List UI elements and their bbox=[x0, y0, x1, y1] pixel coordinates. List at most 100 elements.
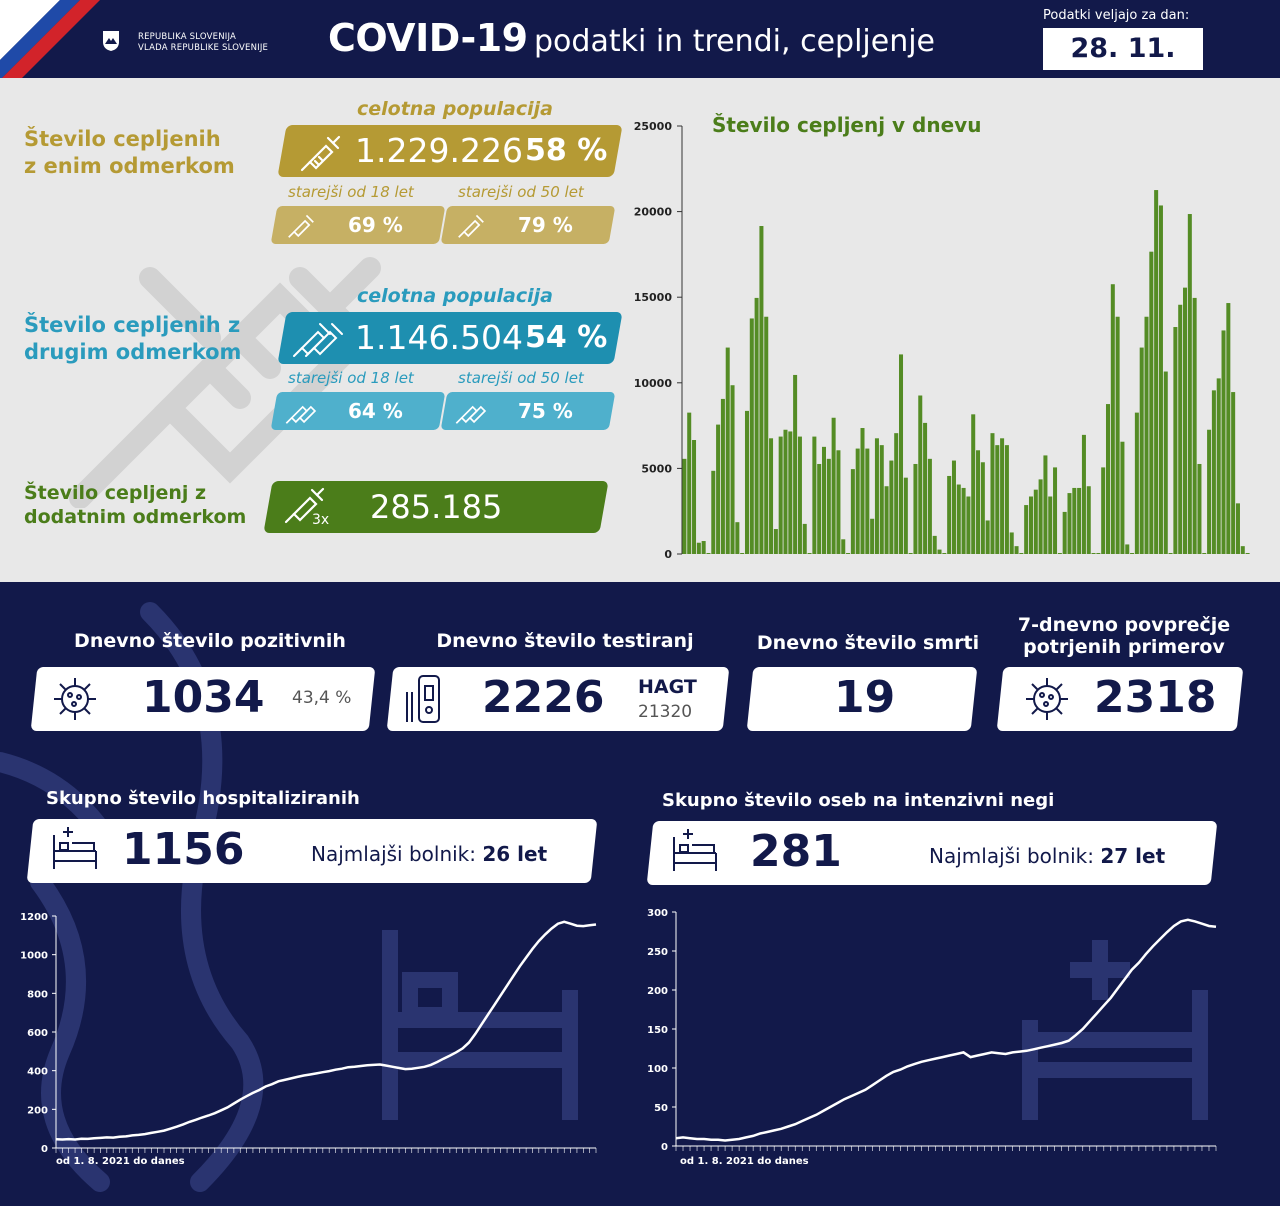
booster-dose-tag: 3x bbox=[312, 512, 330, 528]
y-tick-label: 600 bbox=[27, 1028, 48, 1039]
second-dose-label-l2: drugim odmerkom bbox=[24, 340, 242, 364]
bar bbox=[1067, 493, 1072, 554]
bar bbox=[687, 412, 692, 554]
page-subtitle: podatki in trendi, cepljenje bbox=[534, 24, 936, 59]
bar bbox=[860, 428, 865, 554]
second-age50-label: starejši od 50 let bbox=[458, 369, 584, 387]
bar bbox=[812, 436, 817, 554]
bar bbox=[1086, 486, 1091, 554]
second-dose-label: Število cepljenih z drugim odmerkom bbox=[24, 312, 241, 366]
bar bbox=[1019, 553, 1024, 554]
bar bbox=[1202, 553, 1207, 554]
y-tick-label: 10000 bbox=[634, 377, 673, 390]
second-dose-pct: 54 % bbox=[525, 320, 608, 355]
virus-icon bbox=[54, 678, 96, 720]
bar bbox=[1101, 467, 1106, 554]
second-age18-label: starejši od 18 let bbox=[288, 369, 414, 387]
second-age18-value: 64 % bbox=[348, 399, 403, 423]
bar bbox=[1072, 487, 1077, 554]
bar bbox=[1183, 287, 1188, 554]
first-age50-value: 79 % bbox=[518, 213, 573, 237]
bar bbox=[1134, 412, 1139, 554]
bar bbox=[706, 553, 711, 554]
bar bbox=[1158, 205, 1163, 554]
bar bbox=[744, 410, 749, 554]
avg7-title-l1: 7-dnevno povprečje bbox=[1017, 614, 1231, 636]
bar bbox=[692, 440, 697, 554]
bar bbox=[1000, 438, 1005, 554]
hospital-bed-icon bbox=[673, 829, 717, 871]
bar bbox=[980, 462, 985, 554]
first-age50-label: starejši od 50 let bbox=[458, 183, 584, 201]
bar bbox=[1043, 455, 1048, 554]
deaths-value: 19 bbox=[834, 672, 896, 723]
bar bbox=[701, 541, 706, 554]
page-title: COVID-19 bbox=[328, 16, 528, 60]
icu-title: Skupno število oseb na intenzivni negi bbox=[662, 790, 1055, 811]
bar bbox=[1139, 347, 1144, 554]
bar bbox=[793, 374, 798, 554]
x-axis-label: od 1. 8. 2021 do danes bbox=[680, 1156, 809, 1167]
hospital-youngest-value: 26 let bbox=[482, 842, 548, 866]
bar bbox=[821, 446, 826, 554]
bar bbox=[836, 450, 841, 554]
bar bbox=[841, 539, 846, 554]
hospital-youngest: Najmlajši bolnik: 26 let bbox=[311, 842, 547, 866]
avg7-title-l2: potrjenih primerov bbox=[1023, 636, 1225, 658]
bed-watermark-icon bbox=[382, 930, 578, 1120]
y-tick-label: 150 bbox=[647, 1025, 668, 1036]
positive-title: Dnevno število pozitivnih bbox=[74, 630, 346, 652]
gov-line-2: VLADA REPUBLIKE SLOVENIJE bbox=[138, 43, 269, 53]
avg7-title: 7-dnevno povprečje potrjenih primerov bbox=[1000, 614, 1248, 658]
bar bbox=[754, 297, 759, 554]
bar bbox=[1221, 330, 1226, 554]
bar bbox=[735, 522, 740, 554]
bar bbox=[1096, 553, 1101, 554]
bar bbox=[913, 463, 918, 554]
bar bbox=[769, 438, 774, 554]
positive-pct: 43,4 % bbox=[292, 688, 352, 708]
bar bbox=[802, 523, 807, 554]
bar bbox=[927, 458, 932, 554]
bar bbox=[817, 463, 822, 554]
hagt-label: HAGT bbox=[638, 676, 697, 698]
booster-count: 285.185 bbox=[370, 488, 503, 526]
bar bbox=[956, 484, 961, 554]
first-dose-label-l1: Število cepljenih bbox=[24, 127, 221, 151]
y-tick-label: 1200 bbox=[20, 912, 48, 923]
coat-of-arms-icon bbox=[103, 31, 119, 51]
gov-line-1: REPUBLIKA SLOVENIJA bbox=[138, 32, 237, 42]
bar bbox=[725, 347, 730, 554]
bar bbox=[1240, 546, 1245, 554]
bar bbox=[773, 529, 778, 554]
bar bbox=[1024, 505, 1029, 554]
bar bbox=[1009, 532, 1014, 554]
bar bbox=[1038, 479, 1043, 554]
bar bbox=[855, 448, 860, 554]
bar bbox=[1211, 390, 1216, 554]
y-tick-label: 0 bbox=[664, 548, 672, 561]
bar bbox=[1077, 487, 1082, 554]
bar bbox=[932, 535, 937, 554]
bar bbox=[807, 553, 812, 554]
bar bbox=[1110, 284, 1115, 554]
bar bbox=[826, 458, 831, 554]
virus-icon bbox=[1026, 678, 1068, 720]
bar bbox=[874, 438, 879, 554]
bar bbox=[749, 318, 754, 554]
bar bbox=[1216, 378, 1221, 554]
bar bbox=[1125, 544, 1130, 554]
syringe-icon bbox=[458, 214, 484, 238]
first-age18-value: 69 % bbox=[348, 213, 403, 237]
booster-label-l2: dodatnim odmerkom bbox=[24, 506, 247, 528]
y-tick-label: 20000 bbox=[634, 206, 673, 219]
bar bbox=[884, 486, 889, 554]
bar bbox=[1120, 441, 1125, 554]
bar bbox=[716, 424, 721, 554]
bar bbox=[1115, 316, 1120, 554]
bed-watermark-icon bbox=[1022, 940, 1208, 1120]
hospital-bed-icon bbox=[53, 827, 97, 869]
bar bbox=[951, 460, 956, 554]
bar bbox=[730, 385, 735, 554]
y-tick-label: 250 bbox=[647, 947, 668, 958]
